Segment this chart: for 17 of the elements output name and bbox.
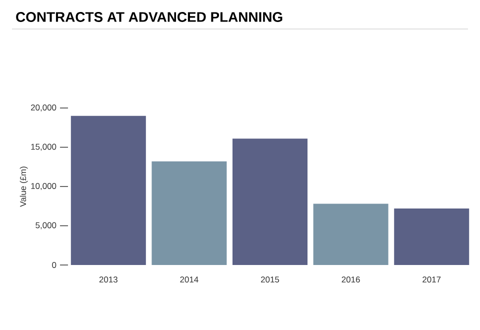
x-tick-label: 2016 [342, 276, 360, 283]
x-tick-label: 2015 [261, 276, 280, 283]
y-tick-label: 15,000 [31, 144, 56, 151]
bar [232, 138, 308, 265]
y-tick-label: 10,000 [31, 183, 56, 190]
y-axis-title: Value (£m) [20, 166, 28, 207]
chart-title: CONTRACTS AT ADVANCED PLANNING [16, 12, 282, 22]
x-tick-label: 2017 [422, 276, 441, 283]
bar [70, 116, 146, 265]
bar [152, 161, 227, 265]
x-tick-label: 2014 [180, 276, 198, 283]
bar [313, 204, 388, 265]
y-tick-label: 5,000 [36, 222, 56, 230]
x-tick-label: 2013 [99, 276, 118, 283]
bar [394, 208, 470, 265]
y-tick-label: 20,000 [31, 104, 56, 112]
y-tick-label: 0 [52, 262, 56, 268]
